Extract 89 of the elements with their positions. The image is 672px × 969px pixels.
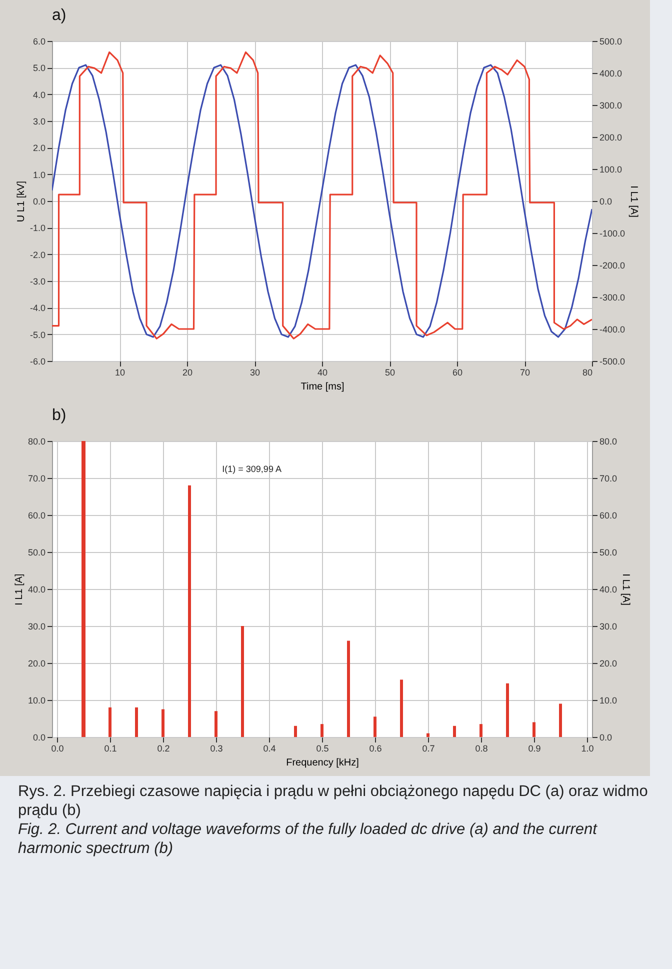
x-axis-title: Frequency [kHz] (286, 758, 360, 768)
y-tick-label: 0.0 (32, 196, 46, 206)
y-tick-label: 70.0 (28, 474, 46, 484)
x-tick-label: 0.3 (210, 744, 223, 754)
y2-tick-label: 0.0 (600, 732, 612, 742)
x-tick-label: 0.2 (157, 744, 170, 754)
x-tick-label: 1.0 (581, 744, 594, 754)
y-tick-label: 10.0 (28, 696, 46, 706)
text: Rys. 2. Przebiegi czasowe napięcia i prądu w pełni obciążonego napędu DC (a) oraz widmo prądu (b) (18, 782, 649, 820)
x-tick-label: 20 (182, 368, 193, 378)
x-axis-title: Time [ms] (300, 382, 344, 392)
y-tick-label: -1.0 (30, 223, 46, 234)
y2-tick-label: -100.0 (600, 228, 626, 238)
y2-tick-label: 80.0 (600, 436, 618, 446)
x-tick-label: 70 (520, 368, 530, 378)
bar (426, 733, 430, 737)
x-tick-label: 50 (384, 368, 396, 378)
bar (320, 724, 324, 737)
y2-tick-label: 200.0 (600, 132, 622, 142)
bar (188, 485, 191, 737)
y-tick-label: -6.0 (30, 356, 46, 366)
y2-axis-title: I L1 [A] (620, 574, 632, 606)
bar (532, 722, 536, 737)
y2-tick-label: 10.0 (600, 696, 618, 706)
x-tick-label: 0.1 (104, 744, 117, 754)
bar (135, 707, 138, 737)
bar (453, 726, 456, 737)
y2-axis-title: I L1 [A] (628, 186, 640, 218)
x-tick-label: 30 (250, 368, 260, 378)
y-tick-label: 60.0 (28, 510, 46, 520)
y-tick-label: 30.0 (28, 622, 46, 632)
bar (374, 716, 376, 737)
y2-tick-label: 20.0 (600, 658, 618, 668)
y-axis-title: U L1 [kV] (16, 180, 27, 222)
x-tick-label: 0.8 (475, 744, 488, 754)
y2-tick-label: 400.0 (600, 68, 622, 78)
x-tick-label: 10 (114, 368, 126, 378)
x-tick-label: 60 (452, 368, 463, 378)
y2-tick-label: -400.0 (600, 324, 626, 334)
bar (347, 640, 350, 737)
y2-tick-label: 50.0 (600, 548, 618, 558)
x-tick-label: 40 (317, 368, 328, 378)
y-tick-label: 20.0 (28, 658, 46, 668)
y-tick-label: 80.0 (28, 436, 46, 446)
y-tick-label: -4.0 (30, 303, 46, 314)
y-axis-title: I L1 [A] (14, 573, 25, 606)
y2-tick-label: 300.0 (600, 100, 622, 110)
bar (108, 707, 112, 737)
x-tick-label: 0.9 (528, 744, 541, 754)
y-tick-label: 2.0 (32, 143, 46, 154)
y2-tick-label: 40.0 (600, 584, 618, 594)
y-tick-label: -3.0 (30, 276, 46, 286)
x-tick-label: 0.5 (316, 744, 329, 754)
y-tick-label: -5.0 (30, 330, 46, 340)
y2-tick-label: 0.0 (600, 196, 612, 206)
y2-tick-label: 70.0 (600, 474, 618, 484)
x-tick-label: 0.6 (369, 744, 382, 754)
y2-tick-label: -300.0 (600, 292, 626, 302)
caption: Fig. 2. Current and voltage waveforms of the fully loaded dc drive (a) and the current harmonic spectrum (b) (18, 820, 598, 858)
bar (214, 711, 218, 737)
y2-tick-label: -200.0 (600, 260, 626, 270)
y-tick-label: 5.0 (32, 63, 46, 74)
x-tick-label: 0.7 (422, 744, 435, 754)
bar (480, 724, 482, 737)
x-tick-label: 0.4 (263, 744, 276, 754)
y-tick-label: 0.0 (32, 732, 46, 742)
y2-tick-label: 100.0 (600, 164, 622, 174)
y2-tick-label: 60.0 (600, 510, 618, 520)
y-tick-label: -2.0 (30, 250, 46, 260)
y-tick-label: 50.0 (28, 548, 46, 558)
y-tick-label: 6.0 (32, 36, 46, 46)
bar (506, 683, 509, 737)
y-tick-label: 1.0 (32, 170, 46, 180)
bar (559, 704, 562, 737)
bar (294, 726, 297, 737)
chart-title: b) (52, 407, 66, 424)
annotation: I(1) = 309,99 A (222, 464, 282, 474)
bar (162, 709, 164, 737)
y2-tick-label: 30.0 (600, 622, 618, 632)
y-tick-label: 3.0 (32, 116, 46, 126)
y-tick-label: 4.0 (32, 90, 46, 100)
y2-tick-label: 500.0 (600, 36, 622, 46)
bar (400, 680, 403, 737)
y2-tick-label: -500.0 (600, 356, 626, 366)
x-tick-label: 0.0 (51, 744, 64, 754)
bar (241, 626, 244, 737)
chart-title: a) (52, 7, 66, 24)
y-tick-label: 40.0 (28, 584, 46, 594)
x-tick-label: 80 (582, 368, 592, 378)
